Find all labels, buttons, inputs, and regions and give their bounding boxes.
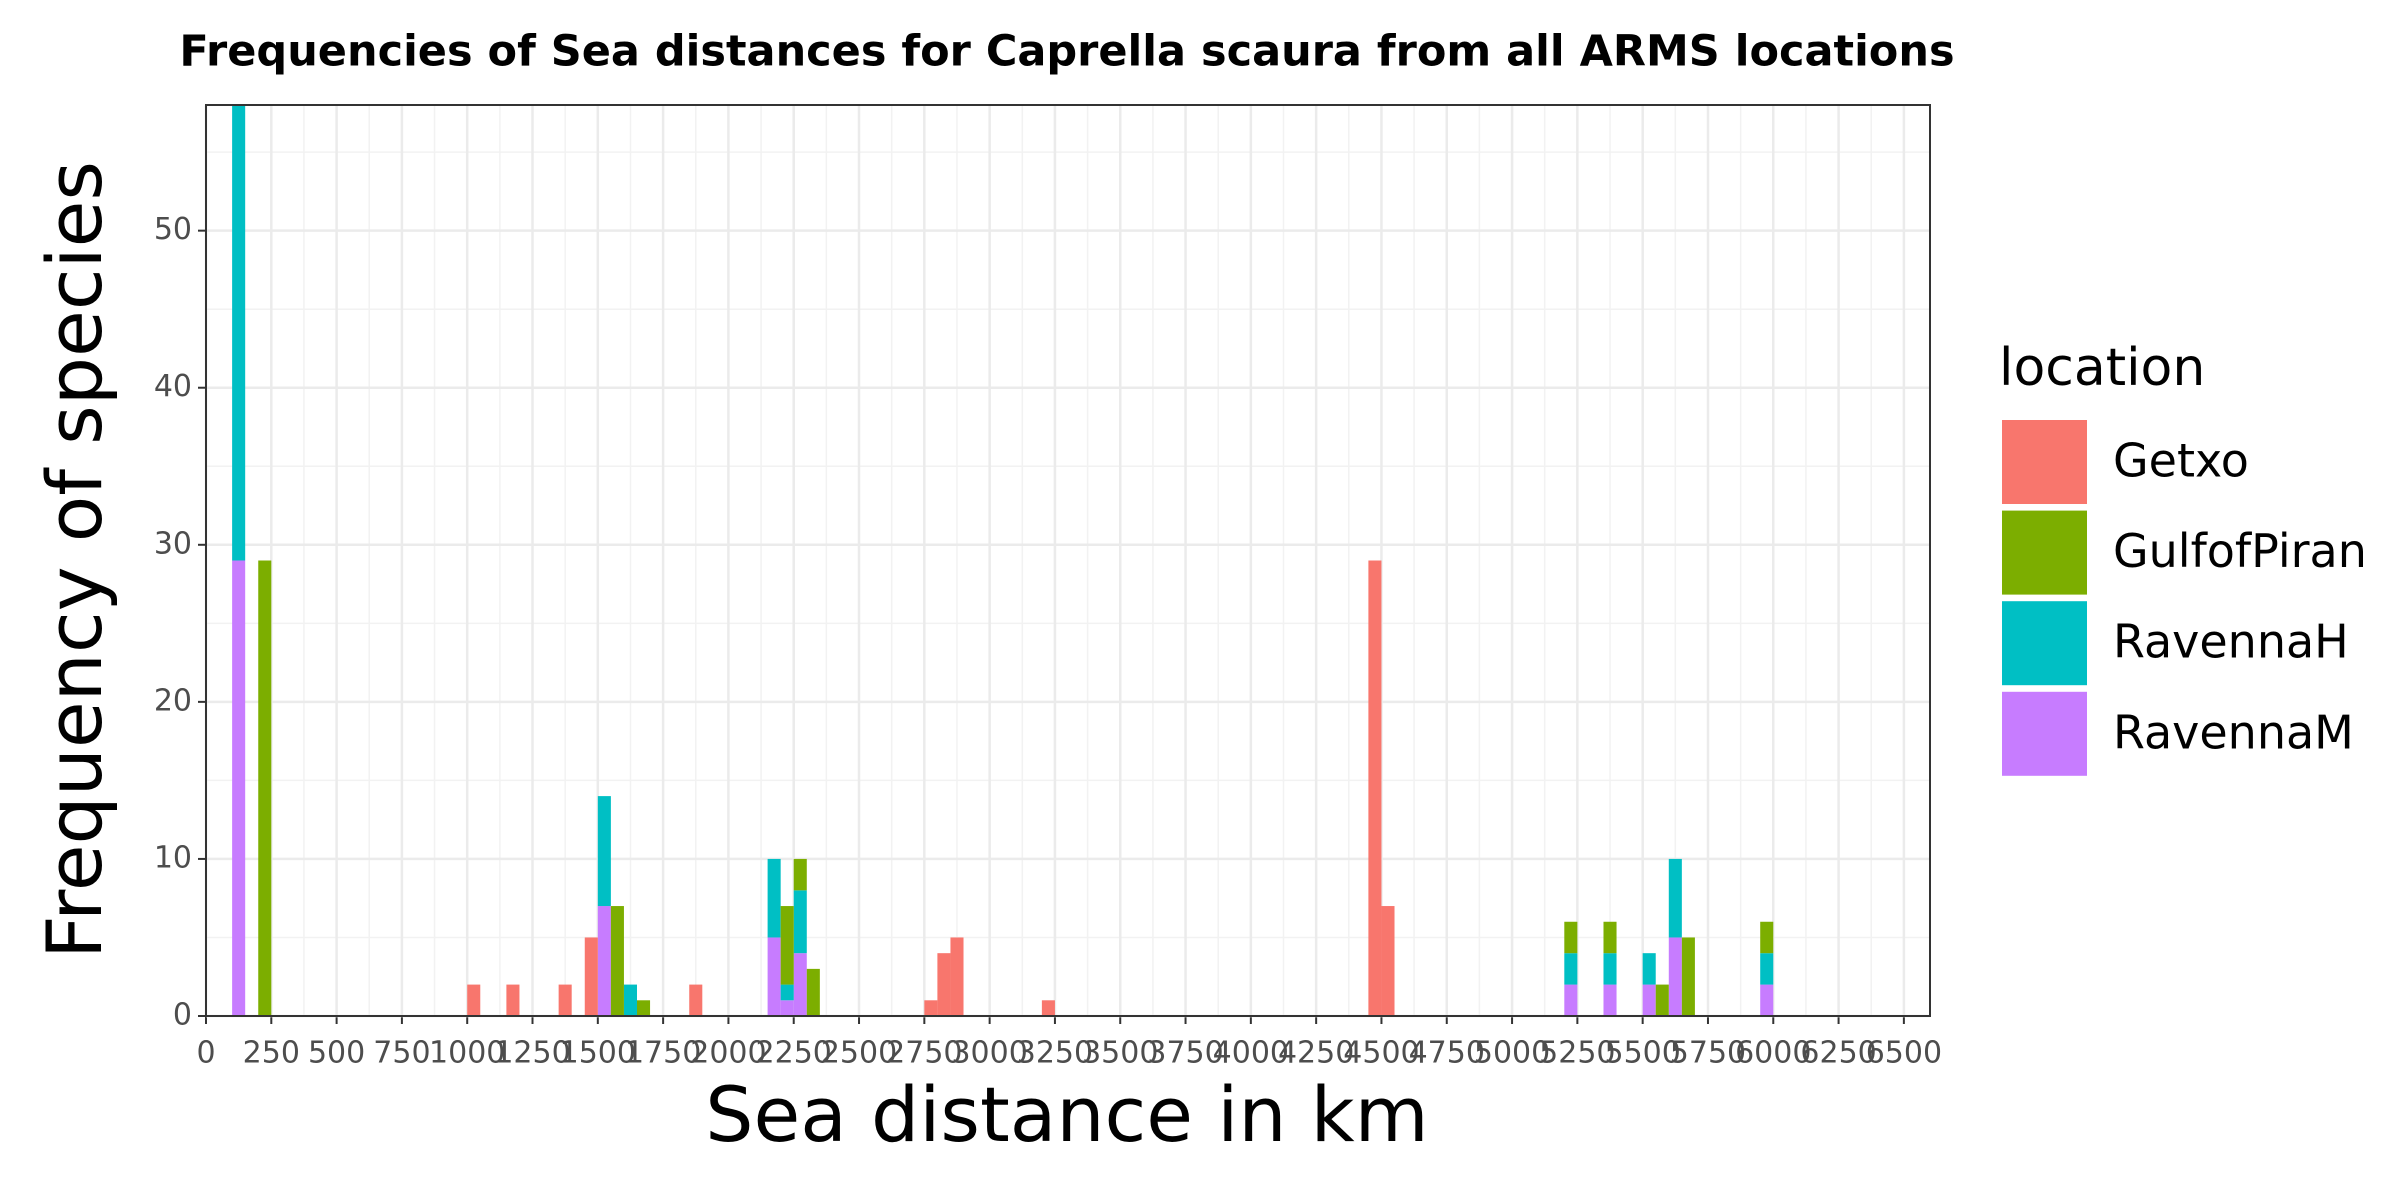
histogram-bar [767,858,781,938]
x-tick-label: 1250 [494,1036,570,1071]
x-tick-label: 4250 [1278,1036,1354,1071]
histogram-bar [806,968,820,1016]
y-tick-label: 20 [154,683,192,718]
x-tick-label: 3250 [1017,1036,1093,1071]
x-tick-label: 4500 [1343,1036,1419,1071]
x-tick-label: 2250 [756,1036,832,1071]
x-tick-label: 250 [243,1036,300,1071]
histogram-bar [1381,906,1395,1016]
legend-label: RavennaM [2113,705,2354,759]
x-tick-label: 4000 [1213,1036,1289,1071]
y-tick-label: 0 [173,998,192,1033]
histogram-bar [1760,921,1774,954]
legend-label: GulfofPiran [2113,524,2367,578]
x-tick-label: 3000 [951,1036,1027,1071]
histogram-bar [1642,984,1656,1016]
legend-label: Getxo [2113,434,2249,488]
x-tick-label: 2750 [886,1036,962,1071]
y-tick-label: 30 [154,526,192,561]
histogram-bar [793,858,807,891]
x-tick-label: 2500 [821,1036,897,1071]
y-tick-label: 50 [154,212,192,247]
x-tick-label: 1500 [560,1036,636,1071]
x-tick-label: 1000 [429,1036,505,1071]
histogram-bar [1603,921,1617,954]
histogram-bar [780,1000,794,1016]
legend-key [2002,420,2087,504]
plot-border [205,104,1931,1017]
x-tick-label: 5500 [1604,1036,1680,1071]
legend-title: location [1999,338,2205,398]
x-tick-label: 3750 [1147,1036,1223,1071]
x-tick-label: 5000 [1474,1036,1550,1071]
histogram-bar [1668,937,1682,1016]
histogram-bar [1681,937,1695,1016]
histogram-bar [1564,984,1578,1016]
histogram-bar [780,984,794,1001]
x-tick-label: 4750 [1409,1036,1485,1071]
histogram-bar [1760,984,1774,1016]
histogram-bar [1603,984,1617,1016]
histogram-bar [637,1000,651,1016]
histogram-bar [232,560,246,1016]
histogram-bar [780,906,794,985]
histogram-bar [689,984,703,1016]
histogram-bar [623,984,637,1016]
x-tick-label: 750 [373,1036,430,1071]
histogram-bar [1668,858,1682,938]
histogram-bar [767,937,781,1016]
x-tick-label: 6250 [1800,1036,1876,1071]
histogram-bar [1368,560,1382,1016]
histogram-bar [924,1000,938,1016]
histogram-bar [467,984,481,1016]
chart-title: Frequencies of Sea distances for Caprell… [179,27,1954,77]
histogram-bar [258,560,272,1016]
histogram-bar [1564,921,1578,954]
y-axis-label: Frequency of species [30,161,119,959]
x-tick-label: 500 [308,1036,365,1071]
x-tick-label: 5750 [1670,1036,1746,1071]
histogram-bar [597,906,611,1016]
x-tick-label: 2000 [690,1036,766,1071]
histogram-bar [937,953,951,1016]
x-tick-label: 6000 [1735,1036,1811,1071]
histogram-bar [558,984,572,1016]
histogram-bar [1642,953,1656,985]
x-tick-label: 6500 [1866,1036,1942,1071]
legend-label: RavennaH [2113,615,2349,669]
histogram-bar [597,796,611,907]
histogram-bar [1564,953,1578,985]
legend-key [2002,691,2087,776]
histogram-bar [506,984,520,1016]
x-tick-label: 0 [196,1036,215,1071]
legend-key [2002,510,2087,595]
x-tick-label: 3500 [1082,1036,1158,1071]
histogram-bar [1603,953,1617,985]
histogram-bar [950,937,964,1016]
x-tick-label: 5250 [1539,1036,1615,1071]
x-tick-label: 1750 [625,1036,701,1071]
histogram-bar [1655,984,1669,1016]
histogram-bar [793,890,807,954]
histogram-bar [610,906,624,1016]
histogram-bar [1041,1000,1055,1016]
histogram-bar [793,953,807,1016]
y-tick-label: 40 [154,369,192,404]
x-axis-label: Sea distance in km [705,1070,1428,1159]
histogram-bar [584,937,598,1016]
histogram-bar [1760,953,1774,985]
legend-key [2002,601,2087,686]
y-tick-label: 10 [154,840,192,875]
histogram-bar [232,105,246,561]
